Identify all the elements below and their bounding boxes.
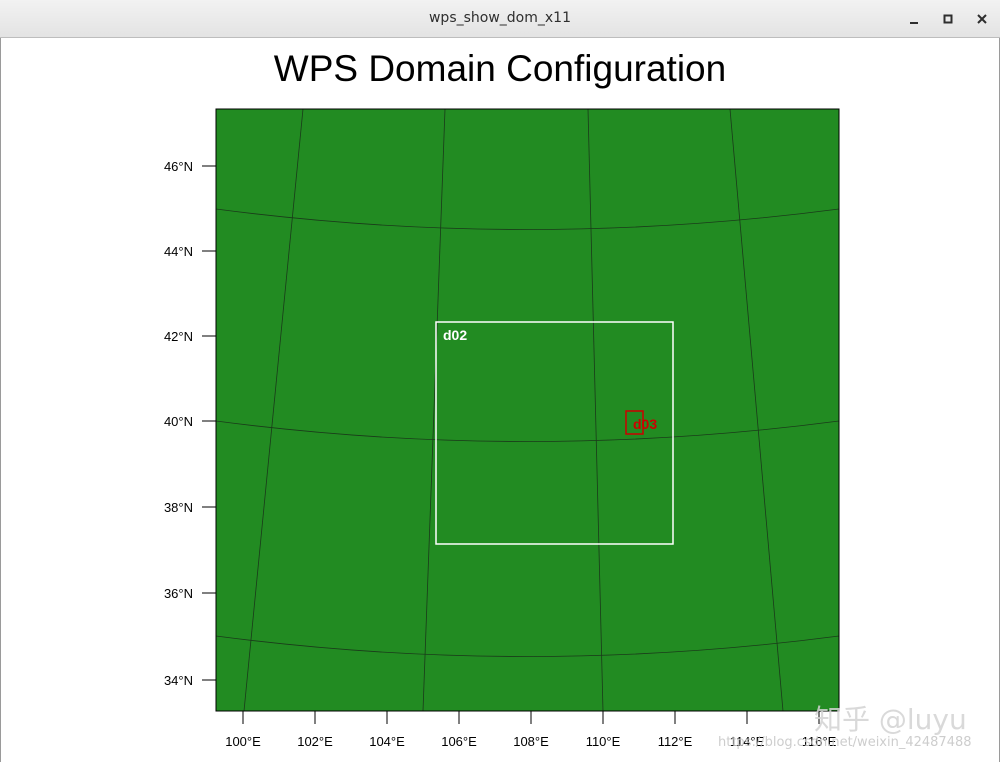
map-land (216, 109, 839, 711)
domain-d03-box (625, 410, 644, 435)
graticule (216, 109, 839, 711)
lon-tick-label: 100°E (225, 734, 261, 749)
window-title: wps_show_dom_x11 (428, 10, 571, 26)
lat-tick-label: 38°N (164, 500, 193, 515)
lat-tick-label: 46°N (164, 159, 193, 174)
parallel-40N (216, 420, 839, 442)
map-border (215, 108, 840, 712)
lon-tick-label: 102°E (297, 734, 333, 749)
lon-tick-label: 114°E (730, 734, 765, 749)
watermark-url: https://blog.csdn.net/weixin_42487488 (718, 735, 972, 750)
lat-tick-label: 40°N (164, 414, 193, 429)
lon-tick-label: 108°E (513, 734, 549, 749)
domain-d02-label: d02 (443, 327, 467, 343)
window-titlebar[interactable]: wps_show_dom_x11 (0, 0, 1000, 38)
lat-tick-label: 44°N (164, 244, 193, 259)
lon-tick-label: 116°E (802, 734, 837, 749)
meridian-100E (243, 109, 304, 711)
maximize-button[interactable] (938, 9, 958, 29)
watermark-brand: 知乎 @luyu (814, 703, 967, 736)
lat-tick-label: 42°N (164, 329, 193, 344)
close-icon (977, 14, 987, 24)
minimize-button[interactable] (904, 9, 924, 29)
maximize-icon (943, 14, 953, 24)
close-button[interactable] (972, 9, 992, 29)
lat-tick-label: 34°N (164, 673, 193, 688)
lon-tick-label: 110°E (586, 734, 621, 749)
domain-d03-label: d03 (633, 416, 657, 432)
lat-tick-label: 36°N (164, 586, 193, 601)
parallel-35N (216, 635, 839, 657)
lon-tick-label: 104°E (369, 734, 405, 749)
meridian-105E (422, 109, 446, 711)
lon-tick-label: 106°E (441, 734, 477, 749)
meridian-110E (587, 109, 604, 711)
domain-d02-box (435, 321, 674, 545)
meridian-115E (729, 109, 784, 711)
minimize-icon (910, 22, 918, 24)
lon-tick-label: 112°E (658, 734, 693, 749)
plot-title: WPS Domain Configuration (273, 48, 727, 89)
parallel-45N (216, 208, 839, 230)
